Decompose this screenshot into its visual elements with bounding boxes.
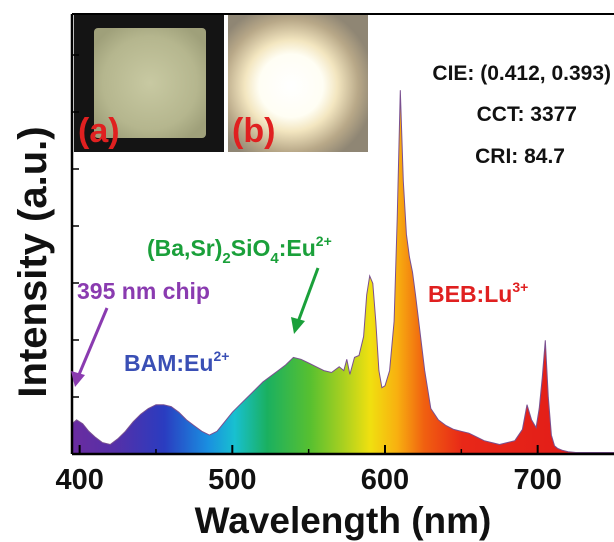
cct-annotation: CCT: 3377 xyxy=(477,103,577,126)
x-axis-ticks: 400 500 600 700 xyxy=(55,445,562,496)
chip-arrow-line xyxy=(76,307,109,378)
y-axis-ticks xyxy=(72,54,79,398)
spectrum-area xyxy=(72,90,614,454)
beb-label: BEB:Lu3+ xyxy=(428,279,528,307)
silicate-arrow-head xyxy=(291,317,305,334)
silicate-label: (Ba,Sr)2SiO4:Eu2+ xyxy=(147,233,332,267)
x-axis-title: Wavelength (nm) xyxy=(195,500,492,541)
inset-label-a: (a) xyxy=(78,112,120,150)
chip-label: 395 nm chip xyxy=(77,278,210,304)
x-tick-label: 500 xyxy=(208,464,256,496)
y-axis-title: Intensity (a.u.) xyxy=(11,126,55,397)
silicate-arrow-line xyxy=(296,267,320,323)
cie-annotation: CIE: (0.412, 0.393) xyxy=(432,62,611,85)
chip-arrow-head xyxy=(71,371,85,387)
bam-label: BAM:Eu2+ xyxy=(124,348,229,376)
inset-label-b: (b) xyxy=(232,112,275,150)
inset-photo-a xyxy=(74,14,224,152)
cri-annotation: CRI: 84.7 xyxy=(475,145,565,168)
plot-frame xyxy=(70,13,614,456)
inset-photo-b xyxy=(228,14,368,152)
x-tick-label: 600 xyxy=(361,464,409,496)
spectrum-line xyxy=(71,90,614,453)
x-tick-label: 700 xyxy=(513,464,561,496)
x-tick-label: 400 xyxy=(55,464,103,496)
